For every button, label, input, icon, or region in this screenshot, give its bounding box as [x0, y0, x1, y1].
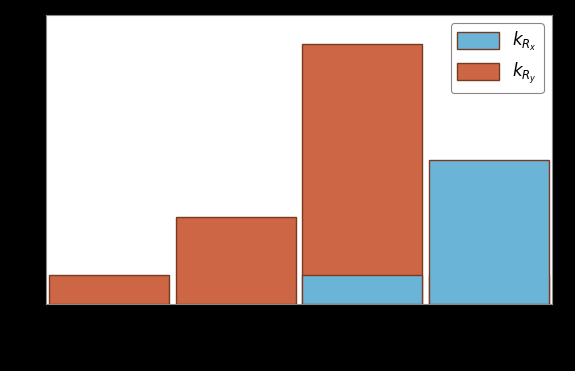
Bar	[49, 275, 170, 304]
Legend: $k_{R_x}$, $k_{R_y}$: $k_{R_x}$, $k_{R_y}$	[451, 23, 544, 93]
Bar	[428, 275, 549, 304]
Bar	[428, 160, 549, 304]
Bar	[302, 275, 422, 304]
Bar	[302, 44, 422, 304]
Bar	[176, 217, 296, 304]
